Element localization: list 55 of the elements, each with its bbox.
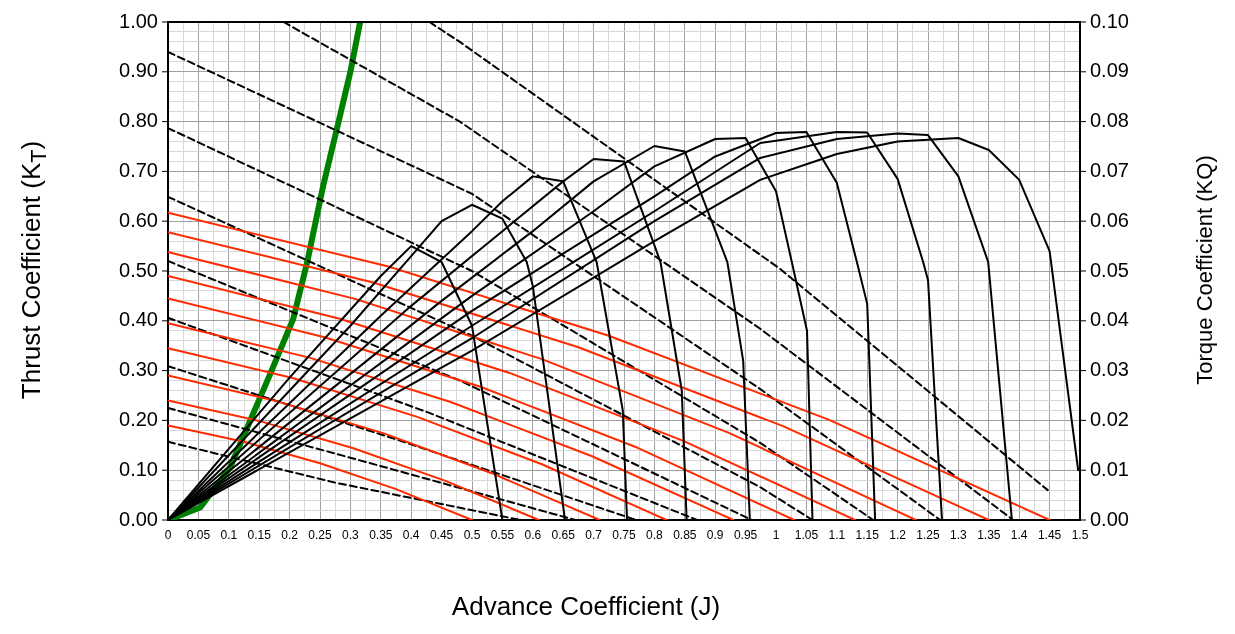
- y-tick-label: 0.30: [119, 358, 158, 381]
- y-tick-label: 0.40: [119, 308, 158, 331]
- y2-tick-label: 0.03: [1090, 358, 1129, 381]
- x-tick-label: 0: [164, 527, 172, 542]
- x-tick-label: 1.15: [855, 527, 880, 542]
- x-tick-label: 0.2: [281, 527, 299, 542]
- x-tick-label: 0.1: [220, 527, 238, 542]
- x-tick-label: 0.3: [342, 527, 360, 542]
- y2-tick-label: 0.09: [1090, 59, 1129, 82]
- x-tick-label: 0.8: [646, 527, 664, 542]
- x-tick-label: 1.3: [950, 527, 968, 542]
- x-tick-label: 0.35: [369, 527, 393, 542]
- x-tick-label: 1.35: [977, 527, 1001, 542]
- y2-tick-label: 0.02: [1090, 407, 1129, 430]
- y2-tick-label: 0.01: [1090, 457, 1129, 480]
- y-tick-label: 1.00: [119, 9, 158, 32]
- x-tick-label: 0.45: [429, 527, 454, 542]
- x-tick-label: 1.25: [916, 527, 940, 542]
- x-tick-label: 0.6: [524, 527, 542, 542]
- x-tick-label: 0.95: [733, 527, 758, 542]
- x-tick-label: 0.4: [402, 527, 420, 542]
- x-axis-title: Advance Coefficient (J): [451, 590, 721, 622]
- y2-tick-label: 0.06: [1090, 208, 1129, 231]
- x-tick-label: 0.05: [186, 527, 211, 542]
- y-tick-label: 0.60: [119, 208, 158, 231]
- x-tick-label: 0.5: [463, 527, 481, 542]
- x-tick-label: 1.1: [828, 527, 846, 542]
- x-tick-label: 0.75: [612, 527, 636, 542]
- y-tick-label: 0.70: [119, 158, 158, 181]
- x-tick-label: 1.2: [889, 527, 907, 542]
- y2-tick-label: 0.08: [1090, 109, 1129, 132]
- y2-tick-label: 0.05: [1090, 258, 1129, 281]
- y-tick-label: 0.90: [119, 59, 158, 82]
- x-tick-label: 1: [772, 527, 780, 542]
- x-tick-label: 0.85: [673, 527, 697, 542]
- x-tick-label: 1.45: [1037, 527, 1062, 542]
- y2-axis-title: Torque Coefficient (KQ): [1192, 155, 1218, 385]
- x-tick-label: 0.7: [585, 527, 603, 542]
- x-tick-label: 1.05: [794, 527, 819, 542]
- x-tick-label: 1.4: [1010, 527, 1028, 542]
- x-tick-label: 0.9: [706, 527, 724, 542]
- y2-tick-label: 0.00: [1090, 507, 1129, 530]
- y-tick-label: 0.20: [119, 407, 158, 430]
- x-tick-label: 0.55: [490, 527, 515, 542]
- x-tick-label: 0.15: [247, 527, 272, 542]
- y-tick-label: 0.10: [119, 457, 158, 480]
- x-tick-label: 0.65: [551, 527, 576, 542]
- y-tick-label: 0.80: [119, 109, 158, 132]
- y-tick-label: 0.00: [119, 507, 158, 530]
- y2-tick-label: 0.04: [1090, 308, 1129, 331]
- y2-tick-label: 0.07: [1090, 158, 1129, 181]
- x-tick-label: 1.5: [1071, 527, 1089, 542]
- y2-tick-label: 0.10: [1090, 9, 1129, 32]
- y-tick-label: 0.50: [119, 258, 158, 281]
- x-tick-label: 0.25: [308, 527, 332, 542]
